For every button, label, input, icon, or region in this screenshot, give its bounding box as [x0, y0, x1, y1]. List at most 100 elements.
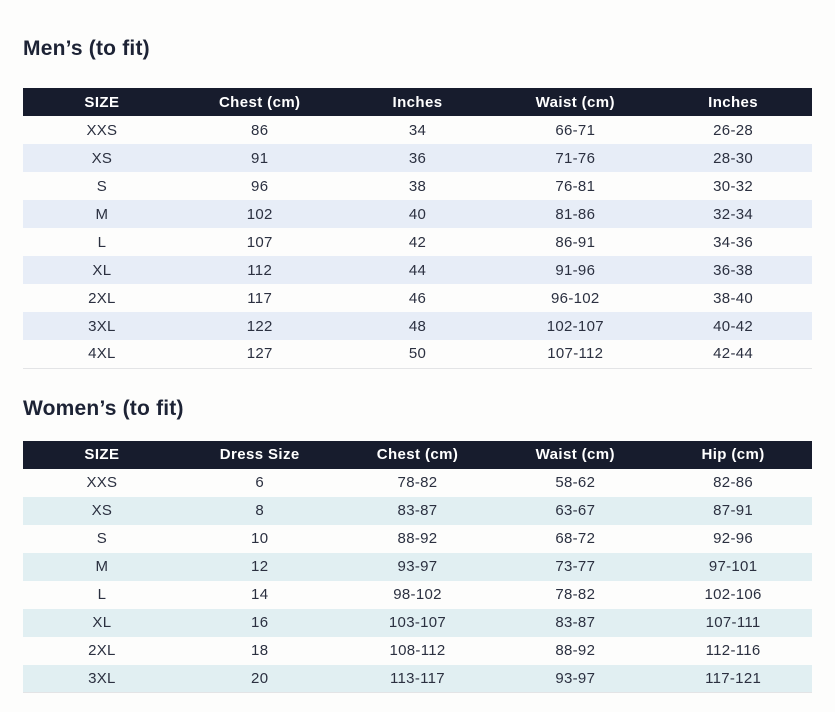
table-cell: 88-92	[397, 530, 438, 547]
table-row: XL 16 103-107 83-87 107-111	[23, 608, 812, 637]
table-cell: 10	[251, 530, 269, 547]
table-cell: 117	[247, 289, 273, 307]
table-cell: 88-92	[555, 642, 596, 659]
table-cell: 36	[408, 149, 427, 167]
mens-section: Men’s (to fit) SIZE Chest (cm) Inches Waist…	[23, 36, 812, 369]
table-cell: M	[95, 558, 109, 575]
table-cell: 28-30	[713, 149, 754, 167]
table-cell: 78-82	[397, 474, 438, 491]
table-cell: 102-106	[704, 586, 762, 603]
womens-size-table: SIZE Dress Size Chest (cm) Waist (cm) Hip (c…	[23, 440, 812, 693]
table-cell: XXS	[86, 121, 118, 139]
table-row: S 96 38 76-81 30-32	[23, 172, 812, 200]
womens-table-body: XXS 6 78-82 58-62 82-86 XS 8 83-87 63-67 87-91 S 10…	[23, 468, 812, 693]
column-header: SIZE	[23, 440, 181, 469]
table-cell: 48	[408, 317, 427, 335]
column-header: Inches	[338, 88, 497, 116]
table-cell: 103-107	[388, 614, 447, 631]
table-cell: 91-96	[555, 261, 596, 279]
womens-section: Women’s (to fit) SIZE Dress Size Chest (cm…	[23, 396, 812, 693]
table-cell: 102	[246, 205, 273, 223]
table-cell: 36-38	[713, 261, 754, 279]
column-header: Hip (cm)	[654, 440, 812, 469]
table-cell: 96	[251, 177, 269, 195]
table-cell: 91	[251, 149, 269, 167]
table-cell: 46	[408, 289, 427, 307]
table-cell: 3XL	[88, 669, 116, 687]
mens-size-table: SIZE Chest (cm) Inches Waist (cm) Inches XXS…	[23, 88, 812, 369]
table-row: 2XL 18 108-112 88-92 112-116	[23, 636, 812, 665]
table-row: XXS 86 34 66-71 26-28	[23, 116, 812, 144]
table-cell: 96-102	[551, 289, 600, 307]
table-cell: XS	[91, 149, 113, 167]
table-cell: M	[95, 205, 109, 223]
table-row: M 12 93-97 73-77 97-101	[23, 552, 812, 581]
table-row: XXS 6 78-82 58-62 82-86	[23, 468, 812, 497]
table-cell: 86	[251, 121, 269, 139]
table-cell: 38-40	[713, 289, 754, 307]
table-cell: 97-101	[708, 558, 758, 575]
table-cell: 102-107	[546, 317, 604, 335]
table-cell: 107-111	[705, 614, 761, 631]
table-row: 2XL 117 46 96-102 38-40	[23, 284, 812, 312]
table-cell: 50	[408, 345, 427, 363]
table-cell: 6	[255, 474, 265, 491]
table-cell: 112-116	[705, 642, 761, 659]
table-row: XS 91 36 71-76 28-30	[23, 144, 812, 172]
table-cell: 14	[251, 586, 269, 603]
table-cell: 40-42	[713, 317, 754, 335]
table-cell: 86-91	[555, 233, 596, 251]
column-header: Chest (cm)	[180, 88, 339, 116]
table-cell: 73-77	[555, 558, 596, 575]
table-row: 4XL 127 50 107-112 42-44	[23, 340, 812, 368]
mens-section-title: Men’s (to fit)	[23, 37, 150, 60]
womens-table-header-row: SIZE Dress Size Chest (cm) Waist (cm) Hip (c…	[23, 440, 812, 469]
table-cell: 34-36	[713, 233, 754, 251]
table-row: L 107 42 86-91 34-36	[23, 228, 812, 256]
table-row: 3XL 122 48 102-107 40-42	[23, 312, 812, 340]
table-row: S 10 88-92 68-72 92-96	[23, 524, 812, 553]
column-header: SIZE	[23, 88, 181, 116]
table-cell: 26-28	[713, 121, 754, 139]
table-cell: 127	[246, 345, 273, 363]
table-cell: 83-87	[397, 502, 438, 519]
table-cell: 63-67	[555, 502, 596, 519]
table-cell: 12	[251, 558, 269, 575]
table-cell: 117-121	[705, 669, 762, 687]
table-cell: 112	[247, 261, 273, 279]
table-cell: 2XL	[88, 642, 116, 659]
table-cell: 82-86	[713, 474, 754, 491]
table-cell: 20	[251, 669, 269, 687]
table-cell: XL	[92, 261, 112, 279]
table-cell: 32-34	[713, 205, 754, 223]
table-cell: 92-96	[713, 530, 754, 547]
mens-table-header-row: SIZE Chest (cm) Inches Waist (cm) Inches	[23, 88, 812, 116]
table-cell: 18	[251, 642, 269, 659]
table-cell: 81-86	[555, 205, 596, 223]
table-cell: 98-102	[393, 586, 442, 603]
column-header: Dress Size	[180, 440, 339, 469]
table-cell: 40	[408, 205, 427, 223]
table-cell: 66-71	[555, 121, 596, 139]
table-cell: 83-87	[555, 614, 596, 631]
table-row: L 14 98-102 78-82 102-106	[23, 580, 812, 609]
table-cell: 34	[408, 121, 427, 139]
table-cell: 3XL	[88, 317, 116, 335]
table-cell: S	[96, 177, 108, 195]
table-cell: XL	[92, 614, 112, 631]
table-cell: 8	[255, 502, 265, 519]
column-header: Inches	[654, 88, 812, 116]
column-header: Waist (cm)	[496, 440, 655, 469]
table-cell: 16	[251, 614, 269, 631]
table-row: XS 8 83-87 63-67 87-91	[23, 496, 812, 525]
table-cell: S	[96, 530, 108, 547]
table-cell: 42-44	[713, 345, 754, 363]
table-row: M 102 40 81-86 32-34	[23, 200, 812, 228]
table-cell: 71-76	[555, 149, 596, 167]
table-cell: 42	[408, 233, 427, 251]
table-cell: 87-91	[713, 502, 754, 519]
table-row: 3XL 20 113-117 93-97 117-121	[23, 664, 812, 693]
table-cell: 38	[408, 177, 427, 195]
table-cell: 107-112	[547, 345, 604, 363]
